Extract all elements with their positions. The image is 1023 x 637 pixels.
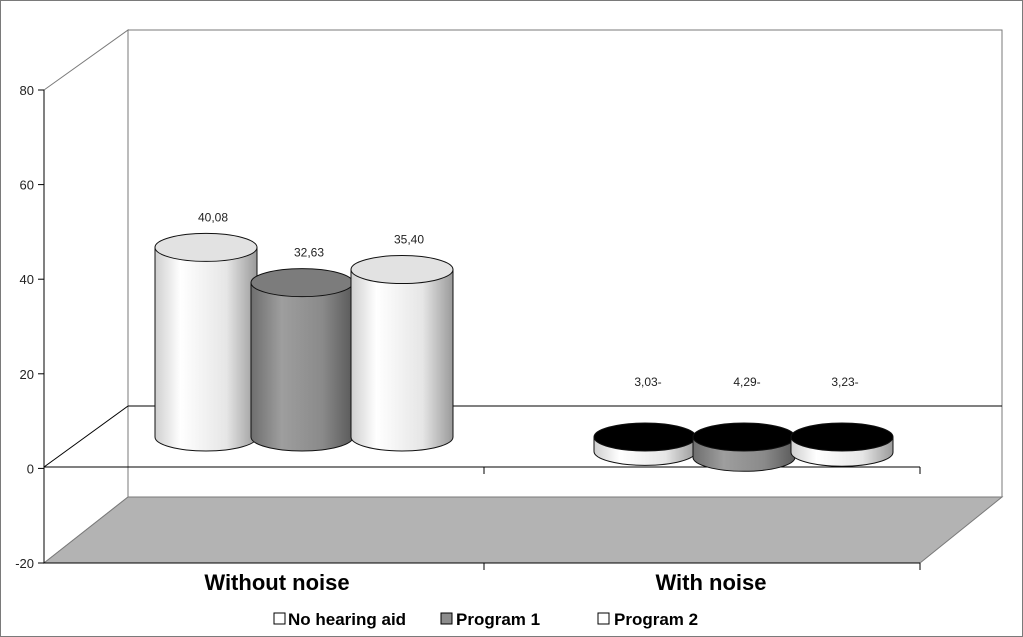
bar-top-1-1	[692, 422, 796, 452]
bar-top-1-2	[790, 422, 894, 452]
legend-swatch-program-2	[597, 612, 610, 625]
bars	[154, 232, 894, 472]
y-tick-label-3: 20	[20, 367, 34, 382]
floor	[42, 496, 1004, 564]
side-wall	[43, 29, 129, 565]
y-tick-label-5: -20	[15, 556, 34, 571]
bar-0-1	[250, 268, 354, 452]
legend-label-no-hearing-aid: No hearing aid	[288, 610, 406, 629]
category-label-0: Without noise	[204, 570, 349, 595]
bar-body-0-2	[350, 269, 454, 452]
bar-0-0	[154, 232, 258, 452]
y-tick-label-0: 80	[20, 83, 34, 98]
data-label-0-2: 35,40	[394, 233, 424, 247]
bar-top-0-1	[250, 268, 354, 298]
bar-1-2	[790, 422, 894, 467]
y-tick-label-2: 40	[20, 272, 34, 287]
data-label-1-0: 3,03-	[634, 375, 661, 389]
data-labels: 40,08 32,63 35,40 3,03- 4,29- 3,23-	[198, 210, 859, 389]
bar-1-1	[692, 422, 796, 472]
y-tick-label-4: 0	[27, 461, 34, 476]
bar-1-0	[593, 422, 697, 466]
legend-swatch-no-hearing-aid	[273, 612, 286, 625]
y-tick-label-1: 60	[20, 178, 34, 193]
data-label-0-0: 40,08	[198, 210, 228, 224]
legend-label-program-1: Program 1	[456, 610, 540, 629]
category-label-1: With noise	[655, 570, 766, 595]
data-label-0-1: 32,63	[294, 246, 324, 260]
data-label-1-1: 4,29-	[733, 375, 760, 389]
bar-top-0-2	[350, 255, 454, 285]
legend-swatch-program-1	[440, 612, 453, 625]
legend-label-program-2: Program 2	[614, 610, 698, 629]
bar-body-0-1	[250, 282, 354, 452]
legend: No hearing aid Program 1 Program 2	[273, 610, 698, 629]
zero-line-side	[43, 405, 129, 468]
data-label-1-2: 3,23-	[831, 375, 858, 389]
bar-0-2	[350, 255, 454, 452]
bar-top-0-0	[154, 232, 258, 262]
bar-body-0-0	[154, 246, 258, 452]
bar-top-1-0	[593, 422, 697, 452]
y-ticks: 80 60 40 20 0 -20	[15, 83, 44, 571]
